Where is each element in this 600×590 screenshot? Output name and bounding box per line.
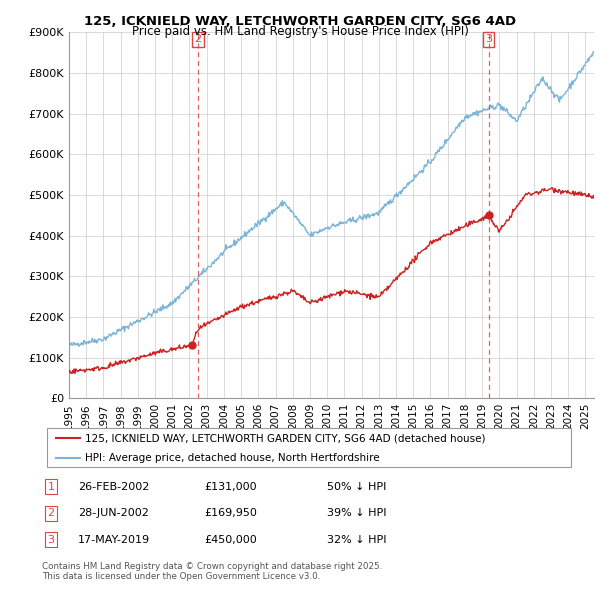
Text: 125, ICKNIELD WAY, LETCHWORTH GARDEN CITY, SG6 4AD (detached house): 125, ICKNIELD WAY, LETCHWORTH GARDEN CIT… [85, 433, 486, 443]
Text: 39% ↓ HPI: 39% ↓ HPI [327, 509, 386, 518]
Text: 1: 1 [47, 482, 55, 491]
Text: Contains HM Land Registry data © Crown copyright and database right 2025.: Contains HM Land Registry data © Crown c… [42, 562, 382, 571]
Text: 2: 2 [194, 34, 202, 44]
Text: Price paid vs. HM Land Registry's House Price Index (HPI): Price paid vs. HM Land Registry's House … [131, 25, 469, 38]
FancyBboxPatch shape [47, 428, 571, 467]
Text: 28-JUN-2002: 28-JUN-2002 [78, 509, 149, 518]
Text: £169,950: £169,950 [204, 509, 257, 518]
Text: 26-FEB-2002: 26-FEB-2002 [78, 482, 149, 491]
Text: HPI: Average price, detached house, North Hertfordshire: HPI: Average price, detached house, Nort… [85, 453, 380, 463]
Text: £450,000: £450,000 [204, 535, 257, 545]
Text: 3: 3 [485, 34, 492, 44]
Text: 125, ICKNIELD WAY, LETCHWORTH GARDEN CITY, SG6 4AD: 125, ICKNIELD WAY, LETCHWORTH GARDEN CIT… [84, 15, 516, 28]
Text: 3: 3 [47, 535, 55, 545]
Text: 2: 2 [47, 509, 55, 518]
Text: £131,000: £131,000 [204, 482, 257, 491]
Text: This data is licensed under the Open Government Licence v3.0.: This data is licensed under the Open Gov… [42, 572, 320, 581]
Text: 50% ↓ HPI: 50% ↓ HPI [327, 482, 386, 491]
Text: 32% ↓ HPI: 32% ↓ HPI [327, 535, 386, 545]
Text: 17-MAY-2019: 17-MAY-2019 [78, 535, 150, 545]
